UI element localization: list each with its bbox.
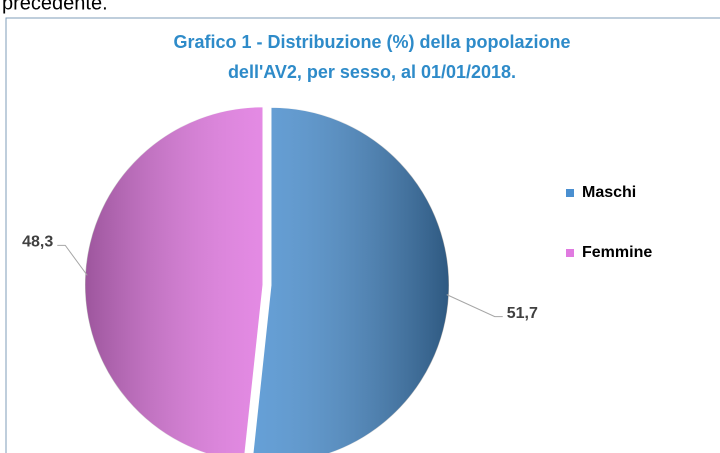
plot-area [84, 106, 450, 453]
data-label: 51,7 [507, 305, 538, 322]
slice-shade [85, 106, 264, 453]
data-label: 48,3 [22, 234, 53, 251]
slice-shade [253, 107, 449, 453]
legend-label: Maschi [582, 184, 636, 201]
legend-marker [566, 249, 574, 257]
leader-line [57, 244, 88, 276]
leader-line [446, 294, 503, 318]
chart-title: dell'AV2, per sesso, al 01/01/2018. [228, 62, 516, 82]
chart-title: Grafico 1 - Distribuzione (%) della popo… [173, 32, 570, 52]
legend-label: Femmine [582, 244, 652, 261]
legend-marker [566, 189, 574, 197]
document-text: precedente. [2, 0, 108, 14]
